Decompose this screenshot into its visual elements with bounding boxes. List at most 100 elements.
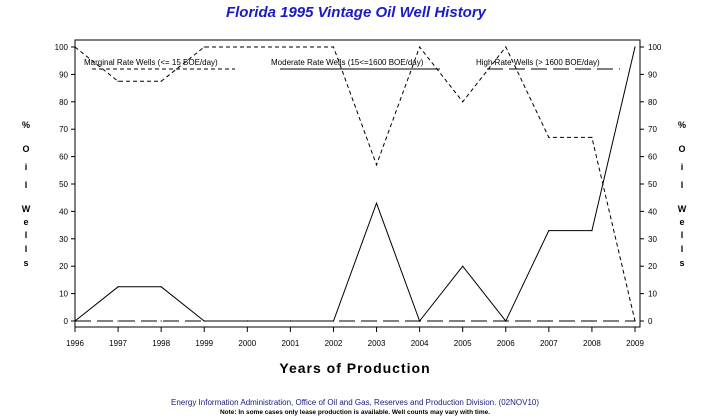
y-label-letter: s [679, 258, 684, 268]
plot-frame [74, 39, 641, 328]
y-tick-label-left: 100 [55, 43, 69, 52]
data-point-high [160, 320, 162, 322]
x-axis-label: Years of Production [279, 360, 430, 376]
data-point-marginal [375, 164, 378, 166]
x-tick-label: 2004 [411, 339, 429, 348]
data-point-high [505, 320, 507, 322]
x-tick-label: 2007 [540, 339, 558, 348]
data-point-moderate [634, 46, 636, 48]
data-point-marginal [591, 136, 593, 139]
y-label-letter: s [23, 258, 28, 268]
data-point-marginal [160, 80, 162, 82]
data-point-high [634, 320, 636, 322]
data-point-high [591, 320, 593, 322]
x-tick-label: 2002 [325, 339, 343, 348]
data-point-marginal [548, 136, 550, 139]
x-tick-label: 2000 [238, 339, 256, 348]
data-point-high [419, 320, 421, 322]
data-point-marginal [74, 46, 76, 48]
y-tick-label-left: 0 [64, 317, 69, 326]
y-label-letter: l [25, 230, 28, 240]
data-point-high [203, 320, 205, 322]
y-tick-label-right: 10 [648, 290, 657, 299]
data-point-high [332, 320, 335, 322]
data-point-high [289, 320, 291, 322]
y-tick-label-left: 10 [59, 290, 68, 299]
y-axis-right: 0 10 20 30 40 50 60 70 80 90 100 [640, 43, 662, 326]
y-label-letter: l [25, 180, 28, 190]
x-tick-label: 2006 [497, 339, 515, 348]
y-tick-label-right: 20 [648, 262, 657, 271]
y-tick-label-right: 60 [648, 153, 657, 162]
y-tick-label-right: 50 [648, 180, 657, 189]
chart-title: Florida 1995 Vintage Oil Well History [226, 4, 487, 21]
legend: Marginal Rate Wells (<= 15 BOE/day) Moder… [84, 58, 620, 70]
y-label-letter: e [23, 217, 28, 227]
y-axis-left: 0 10 20 30 40 50 60 70 80 90 100 [55, 43, 75, 326]
y-tick-label-left: 60 [59, 153, 68, 162]
data-point-moderate [548, 229, 550, 232]
series-line-moderate [74, 46, 636, 323]
data-point-marginal [505, 46, 507, 48]
data-point-marginal [246, 46, 248, 48]
y-label-letter: e [679, 217, 684, 227]
data-point-moderate [375, 202, 378, 204]
x-tick-label: 2008 [583, 339, 601, 348]
x-tick-label: 2003 [368, 339, 386, 348]
y-label-letter: W [22, 204, 31, 214]
y-label-letter: O [22, 144, 29, 154]
y-tick-label-left: 40 [59, 207, 68, 216]
y-tick-label-right: 30 [648, 235, 657, 244]
data-point-high [375, 320, 378, 322]
data-point-high [548, 320, 550, 322]
x-tick-label: 2009 [626, 339, 644, 348]
y-tick-label-right: 90 [648, 70, 657, 79]
x-tick-label: 2005 [454, 339, 472, 348]
data-point-marginal [117, 80, 119, 82]
legend-label-marginal: Marginal Rate Wells (<= 15 BOE/day) [84, 58, 218, 67]
y-tick-label-left: 50 [59, 180, 68, 189]
y-tick-label-left: 20 [59, 262, 68, 271]
y-tick-label-right: 40 [648, 207, 657, 216]
y-label-letter: l [681, 230, 684, 240]
y-tick-label-right: 100 [648, 43, 662, 52]
y-label-letter: W [678, 204, 687, 214]
data-point-marginal [419, 46, 421, 48]
footer-note: Note: In some cases only lease productio… [220, 409, 490, 416]
y-tick-label-right: 80 [648, 98, 657, 107]
y-label-letter: O [678, 144, 685, 154]
data-point-high [462, 320, 464, 322]
x-tick-label: 1999 [195, 339, 213, 348]
x-tick-label: 1997 [109, 339, 127, 348]
y-label-letter: l [681, 244, 684, 254]
data-point-moderate [462, 265, 464, 267]
y-tick-label-left: 70 [59, 125, 68, 134]
data-point-marginal [289, 46, 291, 48]
x-tick-label: 1998 [152, 339, 170, 348]
data-point-moderate [160, 286, 162, 288]
data-point-marginal [462, 101, 464, 103]
legend-label-moderate: Moderate Rate Wells (15<=1600 BOE/day) [271, 58, 424, 67]
y-tick-label-left: 30 [59, 235, 68, 244]
footer-credit: Energy Information Administration, Offic… [171, 398, 539, 407]
data-point-marginal [332, 46, 335, 48]
data-point-high [246, 320, 248, 322]
x-axis: 1996 1997 1998 1999 2000 2001 2002 2003 2004 2005… [66, 327, 644, 348]
y-tick-label-left: 90 [59, 70, 68, 79]
y-label-letter: % [22, 120, 30, 130]
legend-label-high: High Rate Wells (> 1600 BOE/day) [476, 58, 600, 67]
y-tick-label-left: 80 [59, 98, 68, 107]
x-tick-label: 1996 [66, 339, 84, 348]
y-label-letter: l [681, 180, 684, 190]
data-point-moderate [117, 286, 119, 288]
series-line-marginal [74, 45, 636, 322]
series-group [74, 45, 636, 323]
data-point-high [117, 320, 119, 322]
y-label-letter: l [25, 244, 28, 254]
data-point-high [74, 320, 76, 322]
data-point-moderate [591, 229, 593, 232]
x-tick-label: 2001 [281, 339, 299, 348]
y-label-letter: % [678, 120, 686, 130]
